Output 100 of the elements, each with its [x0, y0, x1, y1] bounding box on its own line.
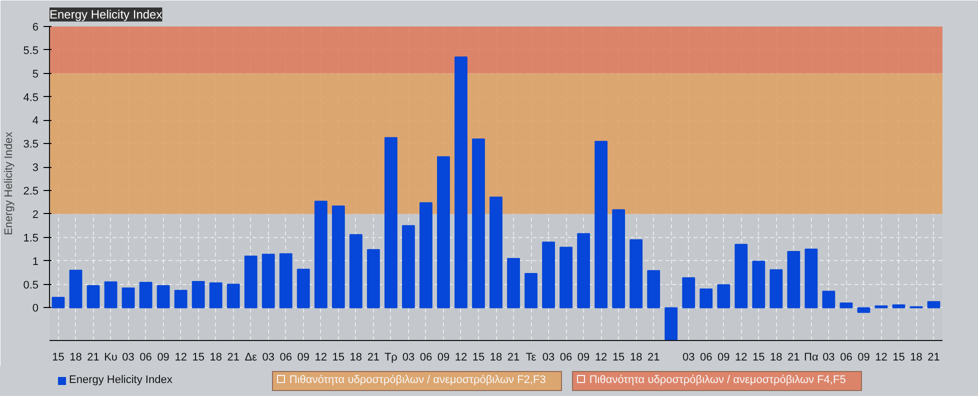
- bar: [717, 284, 730, 308]
- bar: [700, 288, 713, 308]
- bar: [332, 205, 345, 308]
- bar: [384, 137, 398, 308]
- y-tick-label: 4.5: [23, 92, 39, 104]
- x-tick-label: 15: [192, 352, 204, 364]
- bar: [542, 242, 555, 308]
- bar: [734, 244, 748, 308]
- x-tick-label: 03: [402, 352, 415, 364]
- x-tick-label: 06: [280, 352, 292, 364]
- bar: [279, 253, 292, 308]
- bar: [577, 233, 590, 308]
- x-tick-label: 18: [630, 352, 642, 364]
- x-tick-label: 06: [700, 352, 712, 364]
- x-tick-label: 12: [454, 352, 468, 364]
- x-tick-label: 21: [507, 352, 520, 364]
- x-tick-label: 21: [227, 352, 240, 364]
- chart-title: Energy Helicity Index: [50, 8, 162, 22]
- bar: [192, 280, 205, 308]
- bar: [682, 277, 696, 308]
- x-tick-label: 15: [472, 352, 485, 364]
- bar: [490, 196, 502, 308]
- bar: [86, 285, 100, 308]
- bar: [244, 256, 258, 308]
- x-tick-label: 09: [297, 352, 310, 364]
- bar: [630, 239, 643, 308]
- x-tick-label: Πα: [804, 352, 819, 364]
- x-tick-label: 03: [822, 352, 835, 364]
- bar: [314, 200, 328, 308]
- bar: [840, 302, 853, 308]
- x-tick-label: 21: [87, 352, 100, 364]
- x-tick-label: 18: [490, 352, 502, 364]
- bar: [52, 296, 65, 308]
- bar: [560, 246, 572, 308]
- x-tick-label: 18: [910, 352, 922, 364]
- bar: [647, 270, 660, 308]
- legend-label: Energy Helicity Index: [68, 373, 172, 388]
- x-tick-label: 06: [420, 352, 432, 364]
- x-tick-label: 15: [52, 352, 64, 364]
- x-tick-label: 12: [594, 352, 608, 364]
- bar: [262, 254, 275, 308]
- x-tick-label: 21: [367, 352, 380, 364]
- bar: [420, 202, 432, 308]
- x-tick-label: 09: [858, 352, 870, 364]
- y-tick-label: 6: [32, 22, 39, 34]
- x-tick-label: 18: [770, 352, 782, 364]
- x-tick-label: 18: [210, 352, 222, 364]
- bar: [787, 250, 800, 308]
- x-tick-label: 09: [157, 352, 170, 364]
- legend-label: Πιθανότητα υδροστρόβιλων / ανεμοστρόβιλων F4,F5: [572, 371, 862, 391]
- x-tick-label: 12: [875, 352, 888, 364]
- x-tick-label: 15: [612, 352, 625, 364]
- bar: [454, 56, 468, 308]
- bar: [524, 272, 538, 308]
- x-tick-label: 03: [262, 352, 275, 364]
- x-tick-label: 09: [437, 352, 450, 364]
- x-tick-label: 06: [840, 352, 852, 364]
- bar: [664, 307, 678, 340]
- bar: [927, 301, 940, 308]
- x-tick-label: 12: [174, 352, 187, 364]
- x-tick-label: 18: [70, 352, 82, 364]
- bar: [594, 140, 608, 308]
- bar: [857, 307, 870, 313]
- bar: [349, 234, 362, 308]
- x-tick-label: 21: [788, 352, 800, 364]
- x-tick-label: 09: [577, 352, 590, 364]
- x-tick-label: Δε: [244, 352, 258, 364]
- x-tick-label: 03: [542, 352, 555, 364]
- x-tick-label: Τε: [526, 352, 536, 364]
- bar: [226, 284, 240, 308]
- x-tick-label: 15: [892, 352, 905, 364]
- x-tick-label: 06: [140, 352, 152, 364]
- bar: [139, 282, 152, 308]
- x-tick-label: 15: [332, 352, 345, 364]
- y-tick-label: 0: [32, 302, 39, 315]
- y-tick-label: 4: [32, 115, 39, 128]
- bar: [437, 156, 450, 308]
- x-tick-label: 09: [718, 352, 730, 364]
- y-tick-label: 1.5: [23, 232, 39, 244]
- x-tick-label: 21: [647, 352, 660, 364]
- bar: [507, 258, 520, 308]
- bar: [104, 281, 118, 308]
- x-tick-label: 12: [735, 352, 748, 364]
- bar: [366, 249, 380, 308]
- x-tick-label: 03: [122, 352, 134, 364]
- bar: [752, 260, 766, 308]
- bar: [892, 304, 906, 308]
- y-tick-label: 5.5: [23, 44, 39, 57]
- x-tick-label: 03: [682, 352, 695, 364]
- bar: [770, 269, 783, 308]
- bar: [472, 138, 485, 308]
- y-tick-label: 0.5: [23, 279, 39, 292]
- bar: [69, 270, 82, 308]
- bar: [156, 285, 170, 308]
- bar: [804, 248, 818, 308]
- x-tick-label: Κυ: [104, 352, 118, 364]
- bar: [822, 290, 836, 308]
- x-tick-label: 21: [928, 352, 940, 364]
- bar: [122, 288, 135, 308]
- y-tick-label: 3: [32, 162, 39, 174]
